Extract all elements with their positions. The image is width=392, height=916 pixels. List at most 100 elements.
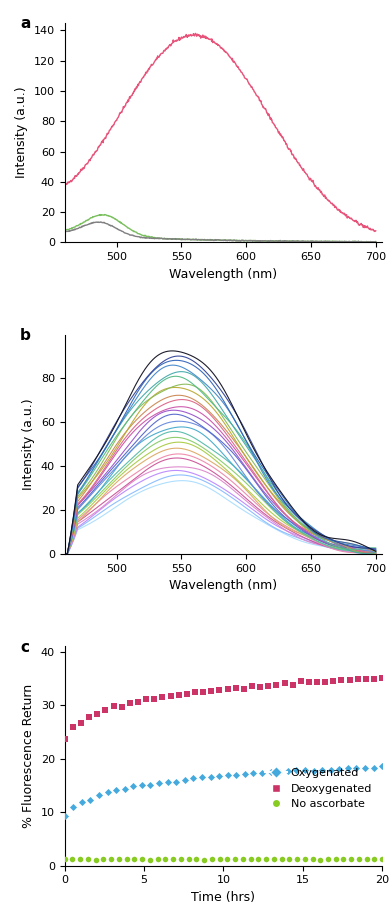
Point — [216, 852, 223, 867]
Point — [86, 710, 92, 725]
Point — [207, 769, 214, 784]
Point — [151, 692, 157, 706]
Point — [242, 767, 248, 781]
Point — [111, 699, 117, 714]
Point — [118, 699, 125, 714]
Point — [199, 770, 205, 785]
Point — [200, 685, 206, 700]
Point — [131, 852, 138, 867]
Y-axis label: Intensity (a.u.): Intensity (a.u.) — [22, 398, 35, 490]
Point — [135, 694, 141, 709]
Point — [85, 852, 91, 867]
Point — [70, 800, 76, 814]
Y-axis label: Intensity (a.u.): Intensity (a.u.) — [15, 87, 28, 179]
Point — [193, 852, 200, 867]
Point — [348, 852, 354, 867]
Point — [249, 679, 255, 693]
Point — [167, 689, 174, 703]
Point — [176, 687, 182, 702]
Point — [340, 852, 347, 867]
Point — [330, 673, 336, 688]
Point — [100, 852, 107, 867]
Point — [265, 679, 271, 693]
Text: a: a — [20, 16, 31, 31]
Point — [181, 773, 188, 788]
Point — [127, 696, 133, 711]
Point — [293, 763, 299, 778]
Point — [255, 852, 261, 867]
Point — [294, 852, 300, 867]
Point — [302, 763, 308, 778]
Point — [379, 671, 385, 686]
Point — [250, 766, 257, 780]
Point — [317, 852, 323, 867]
Point — [345, 761, 351, 776]
Point — [156, 775, 162, 790]
Point — [322, 674, 328, 689]
Point — [143, 692, 149, 707]
Point — [310, 763, 317, 778]
Point — [232, 682, 239, 696]
Point — [314, 674, 320, 689]
Legend: Oxygenated, Deoxygenated, No ascorbate: Oxygenated, Deoxygenated, No ascorbate — [261, 764, 377, 813]
Point — [190, 771, 196, 786]
Point — [130, 779, 136, 793]
X-axis label: Wavelength (nm): Wavelength (nm) — [169, 579, 278, 593]
Point — [78, 715, 84, 730]
Point — [276, 764, 282, 779]
Point — [224, 852, 230, 867]
Point — [347, 672, 353, 687]
Point — [102, 703, 109, 718]
Point — [77, 852, 83, 867]
Point — [290, 678, 296, 692]
Point — [286, 851, 292, 866]
Point — [192, 685, 198, 700]
Point — [309, 852, 316, 867]
Point — [147, 778, 154, 792]
Point — [87, 792, 94, 807]
Point — [162, 852, 169, 867]
Point — [185, 852, 192, 867]
Y-axis label: % Fluorescence Return: % Fluorescence Return — [22, 684, 35, 828]
Point — [69, 852, 76, 867]
Point — [122, 781, 128, 796]
Point — [306, 674, 312, 689]
Point — [224, 682, 230, 696]
Point — [332, 852, 339, 867]
Point — [363, 852, 370, 867]
Point — [139, 778, 145, 792]
Point — [184, 687, 190, 702]
Point — [139, 852, 145, 867]
Point — [96, 788, 102, 802]
X-axis label: Wavelength (nm): Wavelength (nm) — [169, 267, 278, 280]
Point — [278, 852, 285, 867]
Point — [362, 760, 368, 775]
Point — [259, 766, 265, 780]
Point — [173, 774, 180, 789]
Point — [147, 852, 153, 867]
Point — [267, 765, 274, 780]
Point — [165, 775, 171, 790]
Point — [273, 678, 279, 692]
Point — [355, 672, 361, 687]
Point — [209, 852, 215, 867]
Point — [123, 852, 130, 867]
Point — [70, 720, 76, 735]
Text: c: c — [20, 639, 29, 655]
Point — [363, 671, 369, 686]
Point — [371, 852, 377, 867]
Point — [336, 762, 343, 777]
Point — [353, 761, 359, 776]
Point — [371, 671, 377, 686]
Point — [328, 762, 334, 777]
Point — [257, 680, 263, 694]
Point — [270, 852, 277, 867]
Point — [208, 683, 214, 698]
Point — [298, 674, 304, 689]
Point — [216, 682, 223, 697]
Point — [319, 762, 325, 777]
Point — [170, 852, 176, 867]
Point — [263, 852, 269, 867]
Point — [379, 852, 385, 867]
Point — [240, 852, 246, 867]
